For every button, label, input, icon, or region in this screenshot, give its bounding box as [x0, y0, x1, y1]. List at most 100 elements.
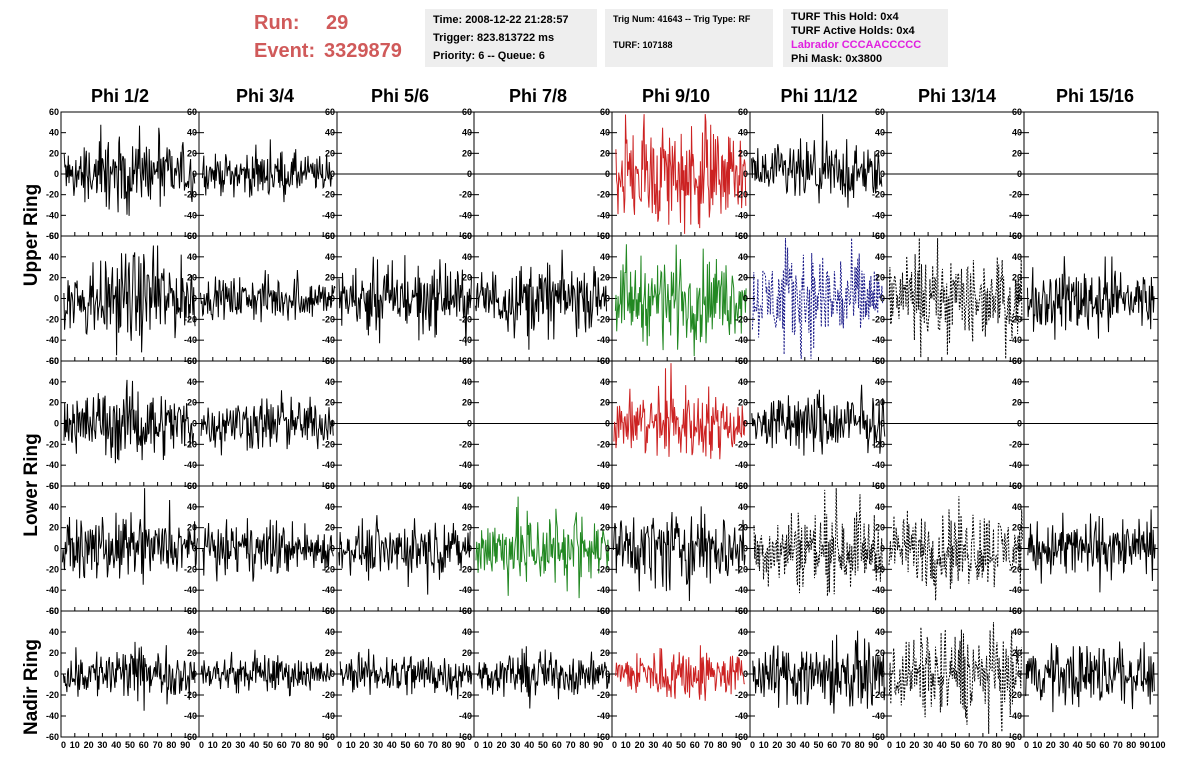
panel-r4-c3-ytick-label: -40	[459, 711, 472, 721]
panel-r0-c2-ytick-label: -20	[322, 190, 335, 200]
x-axis-label-c1: 20	[222, 740, 232, 750]
panel-r2-c5-ytick-label: 20	[738, 398, 748, 408]
panel-r2-c0-ytick-label: 40	[49, 377, 59, 387]
panel-r0-c4-ytick-label: -40	[597, 210, 610, 220]
panel-r3-c5-ytick-label: 0	[743, 544, 748, 554]
panel-r0-c4-ytick-label: -20	[597, 190, 610, 200]
panel-r4-c7-waveform	[1025, 641, 1155, 713]
panel-r4-c1-ytick-label: -20	[184, 690, 197, 700]
panel-r3-c3-ytick-label: -40	[459, 585, 472, 595]
panel-r0-c1-ytick-label: 20	[187, 148, 197, 158]
panel-r4-c7-ytick-label: 0	[1017, 669, 1022, 679]
turf-hold-line: TURF This Hold: 0x4	[791, 11, 899, 23]
panel-r2-c4-waveform	[613, 363, 747, 460]
panel-r2-c0-ytick-label: -60	[46, 481, 59, 491]
panel-r1-c2-ytick-label: 0	[330, 294, 335, 304]
x-axis-label-c4: 10	[621, 740, 631, 750]
event-value: 3329879	[324, 40, 402, 62]
panel-r4-c4-waveform	[615, 645, 745, 701]
panel-r3-c3-ytick-label: 60	[462, 481, 472, 491]
panel-r0-c0-ytick-label: 60	[49, 107, 59, 117]
x-axis-label-c3: 90	[593, 740, 603, 750]
panel-r1-c0-ytick-label: 40	[49, 252, 59, 262]
panel-r1-c0-ytick-label: 20	[49, 273, 59, 283]
x-axis-label-c7: 100	[1150, 740, 1165, 750]
panel-r0-c0-ytick-label: -40	[46, 210, 59, 220]
panel-r3-c7-ytick-label: 40	[1012, 502, 1022, 512]
panel-r3-c6-ytick-label: -20	[872, 564, 885, 574]
priority-line: Priority: 6 -- Queue: 6	[433, 50, 545, 62]
panel-r0-c2-ytick-label: 20	[325, 148, 335, 158]
x-axis-label-c3: 0	[474, 740, 479, 750]
panel-r2-c6-ytick-label: -40	[872, 460, 885, 470]
panel-r2-c6-ytick-label: 40	[875, 377, 885, 387]
panel-r2-c1-ytick-label: 20	[187, 398, 197, 408]
x-axis-label-c6: 40	[937, 740, 947, 750]
panel-r3-c2-ytick-label: 40	[325, 502, 335, 512]
panel-r4-c7-ytick-label: 60	[1012, 606, 1022, 616]
x-axis-label-c3: 70	[566, 740, 576, 750]
panel-r0-c0-ytick-label: 0	[54, 169, 59, 179]
panel-r3-c2-ytick-label: -20	[322, 564, 335, 574]
panel-r3-c1-waveform	[201, 518, 334, 582]
panel-r0-c7-ytick-label: 40	[1012, 128, 1022, 138]
x-axis-label-c0: 60	[139, 740, 149, 750]
panel-r3-c4-ytick-label: -20	[597, 564, 610, 574]
panel-r2-c1-ytick-label: -20	[184, 439, 197, 449]
panel-r4-c7-ytick-label: -60	[1009, 732, 1022, 742]
panel-r2-c3-ytick-label: 0	[467, 419, 472, 429]
panel-r1-c1-ytick-label: -40	[184, 335, 197, 345]
column-header-phi-7-8: Phi 7/8	[508, 86, 568, 106]
panel-r1-c4-ytick-label: -20	[597, 314, 610, 324]
x-axis-label-c1: 10	[208, 740, 218, 750]
panel-r0-c1-ytick-label: -40	[184, 210, 197, 220]
panel-r3-c7-ytick-label: 0	[1017, 544, 1022, 554]
panel-r2-c2-ytick-label: -20	[322, 439, 335, 449]
panel-r1-c5-ytick-label: 40	[738, 252, 748, 262]
x-axis-label-c5: 90	[868, 740, 878, 750]
panel-r4-c6-ytick-label: -60	[872, 732, 885, 742]
turf-active-line: TURF Active Holds: 0x4	[791, 25, 915, 37]
panel-r1-c4-ytick-label: 20	[600, 273, 610, 283]
panel-r0-c3-ytick-label: -20	[459, 190, 472, 200]
panel-r2-c3-ytick-label: 20	[462, 398, 472, 408]
panel-r3-c3-ytick-label: 40	[462, 502, 472, 512]
panel-r4-c3-ytick-label: 60	[462, 606, 472, 616]
panel-r0-c1-ytick-label: 60	[187, 107, 197, 117]
panel-r4-c5-waveform	[752, 630, 886, 714]
panel-r1-c0-ytick-label: 0	[54, 294, 59, 304]
panel-r2-c3-ytick-label: -40	[459, 460, 472, 470]
panel-r1-c3-ytick-label: -20	[459, 314, 472, 324]
panel-r1-c6-ytick-label: 40	[875, 252, 885, 262]
panel-r2-c5-ytick-label: -40	[735, 460, 748, 470]
panel-r3-c0-ytick-label: 40	[49, 502, 59, 512]
panel-r2-c2-ytick-label: 0	[330, 419, 335, 429]
panel-r3-c6-ytick-label: 60	[875, 481, 885, 491]
event-label: Event:	[254, 40, 316, 62]
panel-r0-c0-ytick-label: 20	[49, 148, 59, 158]
panel-r3-c5-frame	[749, 485, 888, 612]
panel-r2-c4-ytick-label: 40	[600, 377, 610, 387]
x-axis-label-c3: 60	[552, 740, 562, 750]
panel-r0-c4-ytick-label: 0	[605, 169, 610, 179]
panel-r0-c3-ytick-label: 20	[462, 148, 472, 158]
panel-r1-c1-waveform	[200, 269, 336, 323]
panel-r4-c2-ytick-label: 60	[325, 606, 335, 616]
phi-mask-line: Phi Mask: 0x3800	[791, 53, 883, 65]
panel-r4-c1-ytick-label: 0	[192, 669, 197, 679]
x-axis-label-c0: 90	[180, 740, 190, 750]
panel-r3-c6-ytick-label: 40	[875, 502, 885, 512]
panel-r4-c2-ytick-label: 0	[330, 669, 335, 679]
panel-r4-c5-ytick-label: -60	[735, 732, 748, 742]
x-axis-label-c1: 90	[318, 740, 328, 750]
panel-r4-c6-waveform	[888, 622, 1022, 734]
panel-r1-c1-ytick-label: 40	[187, 252, 197, 262]
time-info-box: Time: 2008-12-22 21:28:57 Trigger: 823.8…	[425, 9, 597, 67]
panel-r3-c7-ytick-label: 20	[1012, 523, 1022, 533]
x-axis-label-c4: 40	[662, 740, 672, 750]
panel-r2-c6-ytick-label: -20	[872, 439, 885, 449]
x-axis-label-c1: 60	[277, 740, 287, 750]
panel-r2-c5-ytick-label: 60	[738, 356, 748, 366]
x-axis-label-c5: 70	[841, 740, 851, 750]
